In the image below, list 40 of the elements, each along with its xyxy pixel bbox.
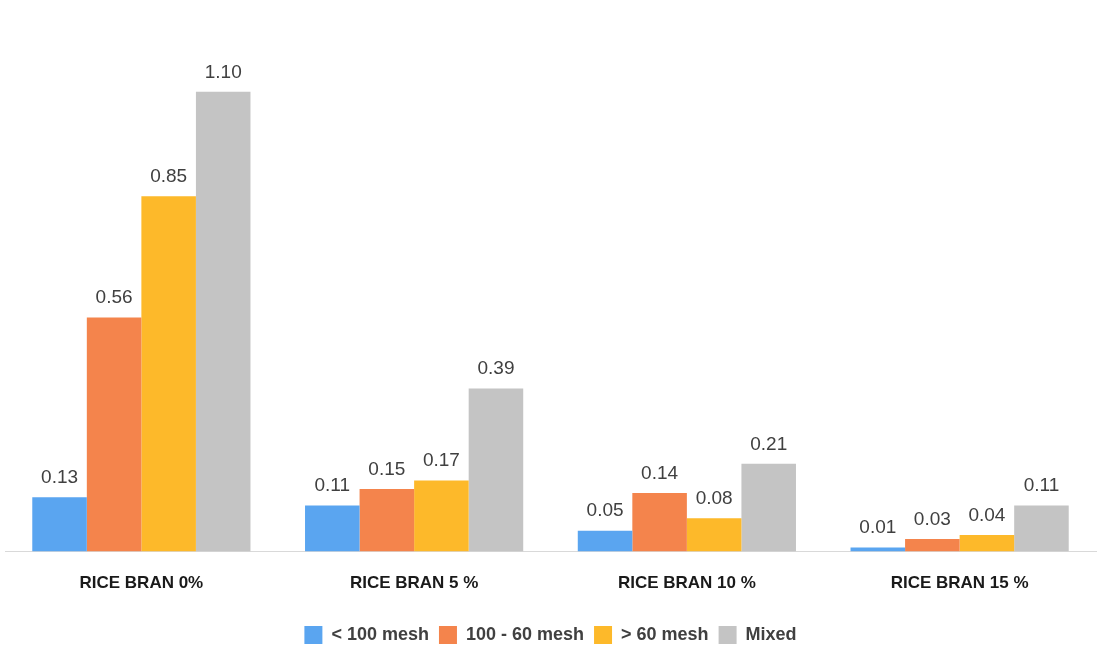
legend-label: < 100 mesh bbox=[331, 623, 429, 644]
bar bbox=[686, 518, 742, 552]
bar bbox=[414, 480, 469, 552]
x-tick-label: RICE BRAN 10 % bbox=[617, 573, 756, 593]
bar bbox=[195, 91, 251, 552]
x-tick-label: RICE BRAN 5 % bbox=[349, 573, 479, 593]
bar bbox=[959, 534, 1015, 552]
bar bbox=[86, 317, 142, 552]
data-label: 0.85 bbox=[150, 165, 188, 187]
data-label: 0.11 bbox=[314, 474, 351, 496]
data-label: 0.15 bbox=[368, 457, 406, 479]
bar bbox=[850, 547, 906, 552]
data-label: 0.13 bbox=[41, 465, 79, 487]
data-label: 0.11 bbox=[1023, 474, 1060, 496]
bar bbox=[1014, 505, 1069, 552]
bar bbox=[632, 493, 687, 552]
data-label: 0.17 bbox=[422, 449, 460, 471]
bar bbox=[468, 388, 524, 552]
legend-label: 100 - 60 mesh bbox=[465, 623, 585, 644]
data-label: 0.21 bbox=[750, 432, 788, 454]
legend-label: Mixed bbox=[745, 623, 797, 644]
legend-label: > 60 mesh bbox=[621, 623, 709, 644]
data-label: 0.14 bbox=[641, 461, 679, 483]
data-label: 1.10 bbox=[204, 60, 242, 82]
data-label: 0.01 bbox=[859, 516, 897, 538]
data-label: 0.03 bbox=[913, 507, 951, 529]
bar bbox=[141, 196, 196, 552]
bar bbox=[577, 530, 633, 552]
data-label: 0.05 bbox=[586, 499, 624, 521]
bar bbox=[905, 539, 960, 552]
x-tick-label: RICE BRAN 15 % bbox=[890, 573, 1029, 593]
data-label: 0.56 bbox=[95, 286, 133, 308]
bar bbox=[32, 497, 87, 552]
data-label: 0.04 bbox=[968, 503, 1006, 525]
bar bbox=[741, 463, 796, 552]
bar bbox=[305, 505, 360, 552]
data-label: 0.39 bbox=[477, 357, 515, 379]
data-label: 0.08 bbox=[695, 486, 733, 508]
bar bbox=[359, 488, 415, 552]
x-tick-label: RICE BRAN 0% bbox=[79, 573, 204, 593]
